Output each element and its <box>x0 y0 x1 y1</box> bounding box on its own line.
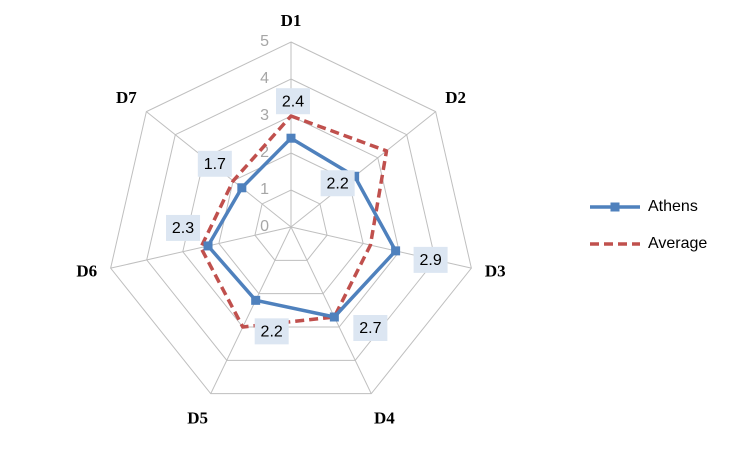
marker <box>286 133 296 143</box>
category-label: D4 <box>374 409 395 428</box>
data-label-text: 1.7 <box>204 156 226 173</box>
data-label-bg <box>254 318 289 345</box>
category-label: D6 <box>76 262 97 281</box>
category-label: D3 <box>485 262 506 281</box>
series-line <box>199 114 389 329</box>
legend-label: Athens <box>648 198 698 215</box>
r-tick-label: 5 <box>260 33 269 50</box>
data-label-text: 2.2 <box>261 324 283 341</box>
data-label-bg <box>197 150 232 177</box>
grid-line <box>146 78 436 361</box>
r-tick-label: 4 <box>260 70 269 87</box>
data-label: 2.3 <box>166 214 201 241</box>
category-label: D1 <box>281 11 302 30</box>
category-label: D2 <box>445 88 466 107</box>
data-label-text: 2.9 <box>419 252 441 269</box>
r-tick-label: 0 <box>260 218 269 235</box>
data-label: 2.9 <box>413 246 448 273</box>
r-tick-label: 3 <box>260 107 269 124</box>
series-line <box>206 136 398 319</box>
marker <box>329 312 339 322</box>
data-label-bg <box>353 315 388 342</box>
spoke <box>110 226 292 269</box>
legend-marker <box>610 202 620 212</box>
category-label: D5 <box>187 409 208 428</box>
data-label: 2.7 <box>353 315 388 342</box>
marker <box>391 246 401 256</box>
legend-label: Average <box>648 235 707 252</box>
data-label-bg <box>413 246 448 273</box>
data-label-text: 2.3 <box>172 220 194 237</box>
data-label: 2.2 <box>254 318 289 345</box>
spoke <box>290 111 436 228</box>
grid-line <box>254 189 328 261</box>
spoke <box>210 226 292 394</box>
r-tick-label: 1 <box>260 181 269 198</box>
grid-line <box>110 41 472 395</box>
r-tick-label: 2 <box>260 144 269 161</box>
data-label-bg <box>320 170 355 197</box>
marker <box>251 295 261 305</box>
data-label-text: 2.4 <box>282 93 304 110</box>
marker <box>203 241 213 251</box>
data-label: 1.7 <box>197 150 232 177</box>
data-label-text: 2.2 <box>327 175 349 192</box>
data-label: 2.2 <box>320 170 355 197</box>
category-label: D7 <box>116 88 137 107</box>
spoke <box>290 226 372 394</box>
data-label-bg <box>276 88 310 115</box>
data-label: 2.4 <box>276 88 310 115</box>
data-label-text: 2.7 <box>359 320 381 337</box>
marker <box>237 183 247 193</box>
data-label-bg <box>166 214 201 241</box>
